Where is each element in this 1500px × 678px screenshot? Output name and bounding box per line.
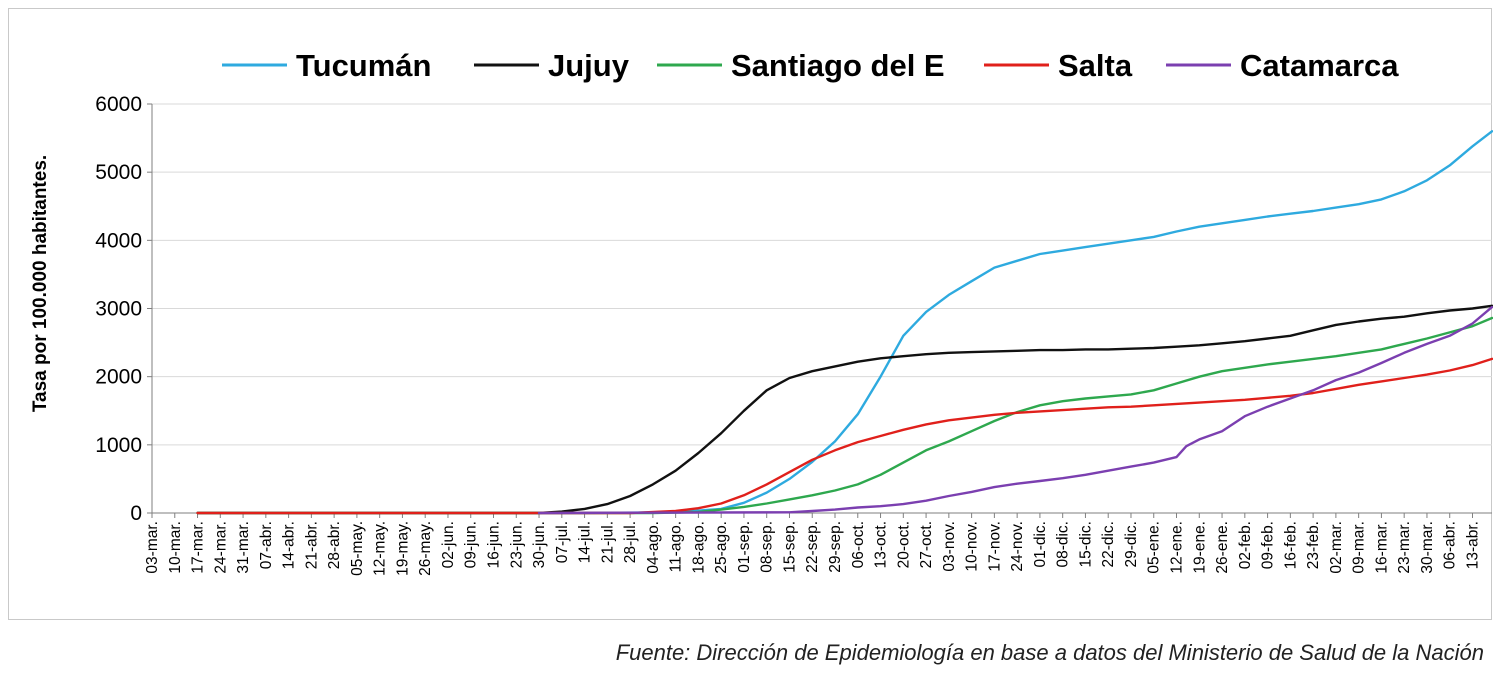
x-tick-label: 22-sep.	[804, 521, 821, 573]
legend-label: Catamarca	[1240, 48, 1399, 83]
x-tick-label: 09-jun.	[463, 521, 480, 568]
series-line-jujuy	[196, 304, 1493, 515]
line-chart: 0 1000 2000 3000 4000 5000 6000 03-mar. 10-mar.…	[30, 48, 1493, 576]
x-tick-label: 15-sep.	[781, 521, 798, 573]
x-tick-label: 05-may.	[349, 521, 366, 576]
x-tick-labels: 03-mar. 10-mar. 17-mar. 24-mar. 31-mar. 07-ab…	[144, 521, 1481, 576]
x-tick-label: 19-may.	[394, 521, 411, 576]
x-tick-label: 29-sep.	[827, 521, 844, 573]
x-tick-label: 01-sep.	[736, 521, 753, 573]
x-tick-label: 07-abr.	[258, 521, 275, 569]
x-tick-label: 29-dic.	[1123, 521, 1140, 568]
x-tick-label: 14-jul.	[577, 521, 594, 563]
x-tick-label: 24-nov.	[1009, 521, 1026, 572]
x-tick-label: 02-mar.	[1328, 521, 1345, 574]
x-tick-label: 08-dic.	[1055, 521, 1072, 568]
series-line-santiago-del-e	[196, 316, 1493, 515]
x-tick-label: 10-nov.	[964, 521, 981, 572]
x-tick-label: 21-abr.	[303, 521, 320, 569]
x-tick-label: 09-feb.	[1260, 521, 1277, 569]
x-tick-label: 04-ago.	[645, 521, 662, 574]
y-tick-label: 2000	[95, 366, 142, 389]
x-tick-label: 26-ene.	[1214, 521, 1231, 574]
x-tick-label: 30-jun.	[531, 521, 548, 568]
gridlines	[152, 103, 1492, 446]
x-tick-label: 12-ene.	[1169, 521, 1186, 574]
y-tick-label: 3000	[95, 298, 142, 321]
x-tick-label: 16-jun.	[486, 521, 503, 568]
x-tick-label: 24-mar.	[212, 521, 229, 574]
x-tick-label: 14-abr.	[281, 521, 298, 569]
x-tick-label: 13-abr.	[1464, 521, 1481, 569]
y-axis-label: Tasa por 100.000 habitantes.	[30, 155, 51, 412]
x-tick-label: 30-mar.	[1419, 521, 1436, 574]
x-tick-label: 08-sep.	[759, 521, 776, 573]
x-tick-label: 03-mar.	[144, 521, 161, 574]
x-tick-label: 11-ago.	[668, 521, 685, 572]
x-tick-label: 31-mar.	[235, 521, 252, 574]
x-tick-label: 06-abr.	[1442, 521, 1459, 569]
x-tick-label: 18-ago.	[690, 521, 707, 574]
series-line-salta	[196, 357, 1493, 515]
x-tick-label: 03-nov.	[941, 521, 958, 572]
x-tick-label: 20-oct.	[895, 521, 912, 568]
x-tick-label: 26-may.	[417, 521, 434, 576]
x-tick-label: 27-oct.	[918, 521, 935, 568]
x-tick-label: 22-dic.	[1100, 521, 1117, 568]
x-tick-label: 07-jul.	[554, 521, 571, 563]
x-tick-label: 28-jul.	[622, 521, 639, 563]
y-tick-label: 0	[130, 502, 142, 525]
x-tick-label: 28-abr.	[326, 521, 343, 569]
legend-label: Jujuy	[548, 48, 630, 83]
series-lines	[196, 130, 1493, 515]
x-tick-label: 05-ene.	[1146, 521, 1163, 574]
y-tick-label: 1000	[95, 434, 142, 457]
series-line-tucum-n	[196, 130, 1493, 515]
x-tick-label: 21-jul.	[599, 521, 616, 563]
x-tick-label: 16-mar.	[1373, 521, 1390, 574]
x-tick-label: 23-mar.	[1396, 521, 1413, 574]
y-tick-labels: 0 1000 2000 3000 4000 5000 6000	[95, 93, 142, 525]
x-tick-label: 17-mar.	[190, 521, 207, 574]
legend-label: Santiago del E	[731, 48, 945, 83]
x-tick-label: 02-jun.	[440, 521, 457, 568]
x-tick-label: 01-dic.	[1032, 521, 1049, 568]
x-tick-label: 09-mar.	[1351, 521, 1368, 574]
y-tick-label: 4000	[95, 229, 142, 252]
series-line-catamarca	[537, 305, 1493, 515]
legend: Tucumán Jujuy Santiago del E Salta Catamarca	[222, 48, 1399, 83]
x-tick-label: 15-dic.	[1077, 521, 1094, 568]
x-tick-label: 12-may.	[372, 521, 389, 576]
x-tick-label: 23-jun.	[508, 521, 525, 568]
x-tick-label: 23-feb.	[1305, 521, 1322, 569]
x-tick-label: 25-ago.	[713, 521, 730, 574]
y-tick-label: 6000	[95, 93, 142, 116]
legend-label: Salta	[1058, 48, 1133, 83]
x-tick-label: 17-nov.	[986, 521, 1003, 572]
x-tick-label: 13-oct.	[873, 521, 890, 568]
x-tick-label: 10-mar.	[167, 521, 184, 574]
chart-frame: 0 1000 2000 3000 4000 5000 6000 03-mar. 10-mar.…	[8, 8, 1493, 620]
x-tick-label: 19-ene.	[1191, 521, 1208, 574]
x-tick-label: 16-feb.	[1282, 521, 1299, 569]
y-tick-label: 5000	[95, 161, 142, 184]
x-tick-label: 02-feb.	[1237, 521, 1254, 569]
x-tick-label: 06-oct.	[850, 521, 867, 568]
source-note: Fuente: Dirección de Epidemiología en ba…	[615, 640, 1484, 665]
legend-label: Tucumán	[296, 48, 432, 83]
